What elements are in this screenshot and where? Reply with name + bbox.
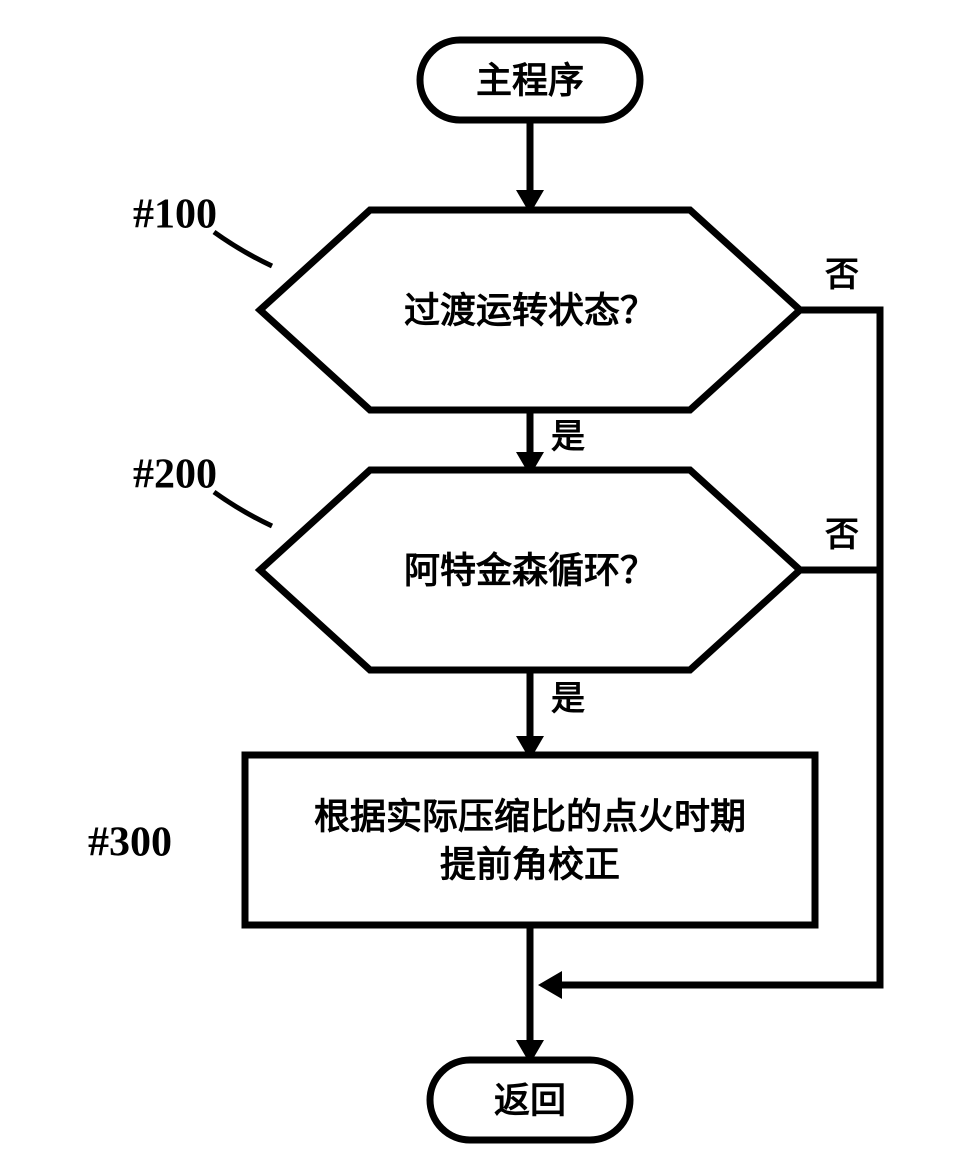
edge-start-d1 — [516, 120, 544, 214]
node-process-1: 根据实际压缩比的点火时期 提前角校正 — [245, 755, 815, 925]
ref-curve-200 — [214, 492, 272, 526]
edge-label-yes-1: 是 — [551, 419, 585, 456]
edge-d2-p1-yes: 是 — [516, 670, 585, 760]
edge-d2-no: 否 — [800, 517, 880, 570]
edge-d1-d2-yes: 是 — [516, 410, 585, 476]
end-label: 返回 — [494, 1080, 566, 1120]
edge-label-yes-2: 是 — [551, 681, 585, 718]
ref-100: #100 — [133, 192, 217, 238]
process-1-line2: 提前角校正 — [440, 844, 620, 884]
ref-300: #300 — [88, 820, 172, 866]
edge-label-no-1: 否 — [825, 257, 859, 294]
edge-p1-end — [516, 925, 544, 1064]
ref-curve-100 — [214, 232, 272, 266]
edge-label-no-2: 否 — [825, 517, 859, 554]
node-end: 返回 — [430, 1060, 630, 1140]
start-label: 主程序 — [476, 60, 584, 100]
process-1-line1: 根据实际压缩比的点火时期 — [314, 796, 746, 836]
decision-2-label: 阿特金森循环？ — [404, 549, 656, 590]
decision-1-label: 过渡运转状态？ — [404, 290, 656, 330]
node-decision-1: 过渡运转状态？ — [260, 210, 800, 410]
node-start: 主程序 — [420, 40, 640, 120]
node-decision-2: 阿特金森循环？ — [260, 470, 800, 670]
ref-200: #200 — [133, 452, 217, 498]
